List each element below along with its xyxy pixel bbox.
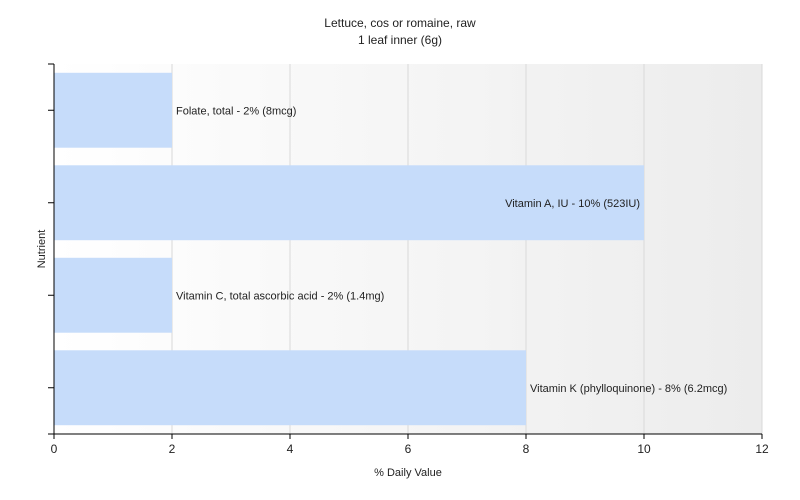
x-tick-label: 10 xyxy=(637,442,651,456)
x-tick-label: 6 xyxy=(405,442,412,456)
bar-data-label: Vitamin K (phylloquinone) - 8% (6.2mcg) xyxy=(530,383,727,395)
bars xyxy=(54,72,644,426)
x-tick-label: 2 xyxy=(169,442,176,456)
chart-subtitle: 1 leaf inner (6g) xyxy=(358,33,442,47)
x-tick-label: 12 xyxy=(755,442,769,456)
bar xyxy=(54,72,172,148)
x-tick-label: 8 xyxy=(523,442,530,456)
x-axis-label: % Daily Value xyxy=(374,467,442,479)
bar xyxy=(54,165,644,241)
bar-data-label: Folate, total - 2% (8mcg) xyxy=(176,105,296,117)
bar xyxy=(54,350,526,426)
bar-labels: Folate, total - 2% (8mcg) Vitamin A, IU -… xyxy=(176,105,727,395)
tick-labels: 0 2 4 6 8 10 12 xyxy=(51,442,769,456)
bar-data-label: Vitamin C, total ascorbic acid - 2% (1.4… xyxy=(176,290,384,302)
axes xyxy=(48,63,763,439)
chart-title: Lettuce, cos or romaine, raw xyxy=(324,16,476,30)
x-tick-label: 4 xyxy=(287,442,294,456)
x-tick-label: 0 xyxy=(51,442,58,456)
bar-data-label: Vitamin A, IU - 10% (523IU) xyxy=(505,198,640,210)
bar xyxy=(54,257,172,333)
y-axis-label: Nutrient xyxy=(36,230,48,269)
